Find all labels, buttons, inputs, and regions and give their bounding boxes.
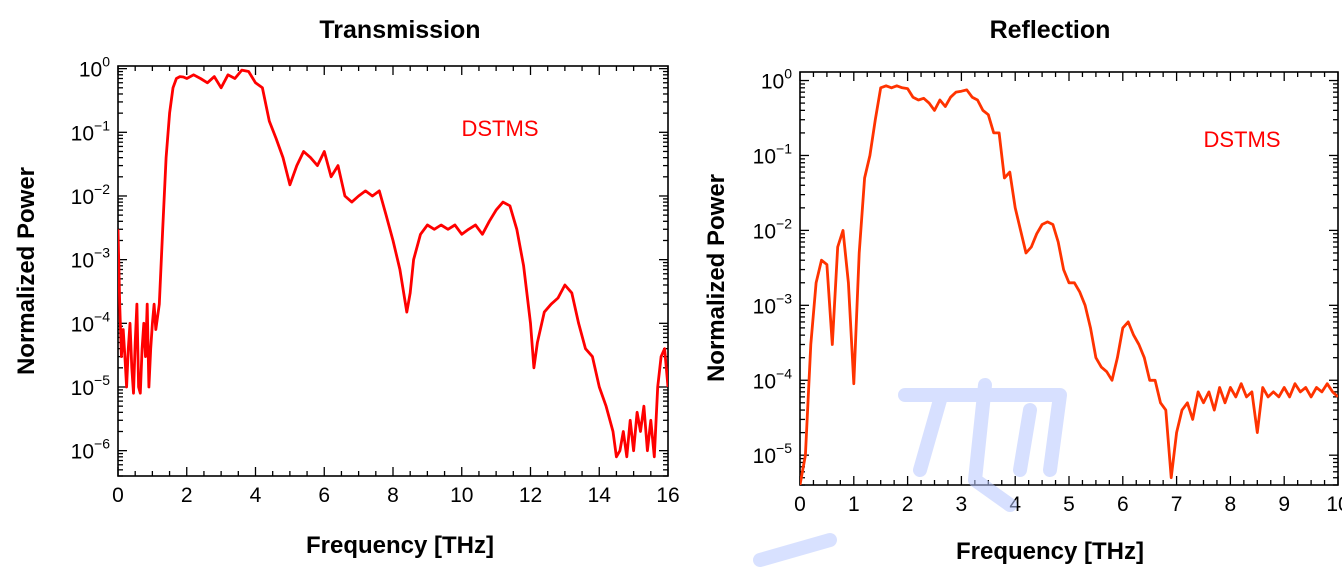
x-tick-label: 12	[519, 484, 542, 507]
y-tick-label: 10−5	[71, 372, 111, 400]
x-tick-label: 16	[656, 484, 679, 507]
series-line-0	[800, 84, 1338, 485]
series-line-0	[118, 68, 668, 459]
y-tick-label: 10−2	[753, 215, 793, 243]
x-tick-label: 0	[794, 493, 806, 516]
dstms-annotation: DSTMS	[462, 116, 539, 141]
y-axis-label: Normalized Power	[703, 174, 730, 382]
y-axis-label: Normalized Power	[13, 167, 40, 375]
x-tick-label: 10	[450, 484, 473, 507]
chart-title: Transmission	[319, 16, 480, 44]
x-tick-label: 3	[956, 493, 968, 516]
y-tick-label: 10−3	[753, 290, 793, 318]
y-tick-label: 10−1	[753, 140, 793, 168]
x-axis-label: Frequency [THz]	[306, 532, 494, 559]
x-tick-label: 10	[1326, 493, 1342, 516]
y-tick-label: 10−3	[71, 245, 111, 273]
transmission-panel: Transmission 0 2 4 6 8 10 12 14 16 10−6 10−5 10−4 10−…	[13, 16, 680, 559]
x-tick-label: 9	[1278, 493, 1290, 516]
y-tick-label: 10−4	[753, 365, 793, 393]
x-tick-label: 8	[387, 484, 399, 507]
y-tick-label: 10−2	[71, 181, 111, 209]
x-tick-label: 4	[1009, 493, 1021, 516]
x-tick-label: 4	[250, 484, 262, 507]
x-tick-label: 6	[318, 484, 330, 507]
reflection-panel: Reflection 0 1 2 3 4 5 6 7 8 9 10 10−5 10−4 10−3 10−2 10…	[690, 0, 1342, 569]
chart-title: Reflection	[990, 16, 1111, 44]
x-tick-label: 2	[181, 484, 193, 507]
plot-frame	[117, 65, 669, 477]
y-tick-label: 100	[761, 66, 792, 94]
y-tick-label: 10−4	[71, 308, 111, 336]
reflection-chart: Reflection 0 1 2 3 4 5 6 7 8 9 10 10−5 10−4 10−3 10−2 10…	[703, 16, 1342, 565]
x-tick-label: 5	[1063, 493, 1075, 516]
x-axis-label: Frequency [THz]	[956, 538, 1144, 565]
x-tick-label: 1	[848, 493, 860, 516]
y-tick-label: 10−1	[71, 117, 111, 145]
x-tick-label: 14	[588, 484, 612, 507]
x-tick-label: 0	[112, 484, 124, 507]
dstms-annotation: DSTMS	[1204, 127, 1281, 152]
x-tick-label: 8	[1225, 493, 1237, 516]
x-tick-label: 2	[902, 493, 914, 516]
transmission-chart: Transmission 0 2 4 6 8 10 12 14 16 10−6 10−5 10−4 10−…	[13, 16, 680, 559]
x-tick-label: 6	[1117, 493, 1129, 516]
x-tick-label: 7	[1171, 493, 1183, 516]
y-tick-label: 100	[79, 54, 110, 82]
y-tick-label: 10−5	[753, 440, 793, 468]
y-tick-label: 10−6	[71, 436, 111, 464]
